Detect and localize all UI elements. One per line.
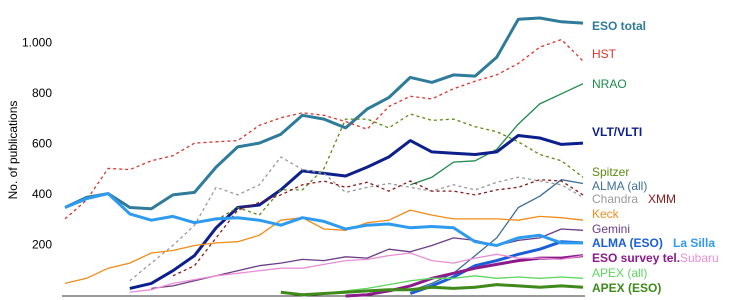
series-line: [64, 16, 584, 211]
series-line: [129, 252, 584, 293]
legend-label: Chandra: [592, 192, 638, 206]
legend-label: ESO total: [592, 19, 646, 33]
legend-label: NRAO: [592, 77, 627, 91]
series-line: [64, 209, 584, 285]
legend-label: APEX (ESO): [592, 281, 661, 295]
legend-label: ALMA (all): [592, 179, 647, 193]
series-line: [280, 283, 584, 297]
legend-label: Subaru: [680, 251, 719, 265]
legend-label: HST: [592, 47, 617, 61]
y-tick-label: 800: [32, 86, 52, 100]
series-line: [64, 38, 584, 220]
y-tick-label: 1.000: [22, 35, 52, 49]
legend-label: APEX (all): [592, 266, 647, 280]
series-line: [410, 83, 584, 186]
series-line: [151, 228, 584, 290]
legend-label: Spitzer: [592, 165, 629, 179]
series-line: [129, 134, 584, 290]
y-tick-label: 400: [32, 187, 52, 201]
legend-label: XMM: [648, 192, 676, 206]
y-tick-label: 200: [32, 238, 52, 252]
legend-label: ALMA (ESO): [592, 236, 663, 250]
legend-label: Gemini: [592, 222, 630, 236]
y-axis-label: No. of publications: [6, 101, 20, 200]
legend-label: VLT/VLTI: [592, 125, 642, 139]
legend-label: Keck: [592, 207, 620, 221]
legend-label: La Silla: [673, 236, 715, 250]
series-line: [172, 179, 584, 277]
series-line: [215, 113, 584, 221]
legend-label: ESO survey tel.: [592, 251, 680, 265]
y-tick-label: 600: [32, 137, 52, 151]
series-line: [410, 179, 584, 292]
series-line: [409, 240, 584, 295]
series-line: [64, 192, 583, 247]
